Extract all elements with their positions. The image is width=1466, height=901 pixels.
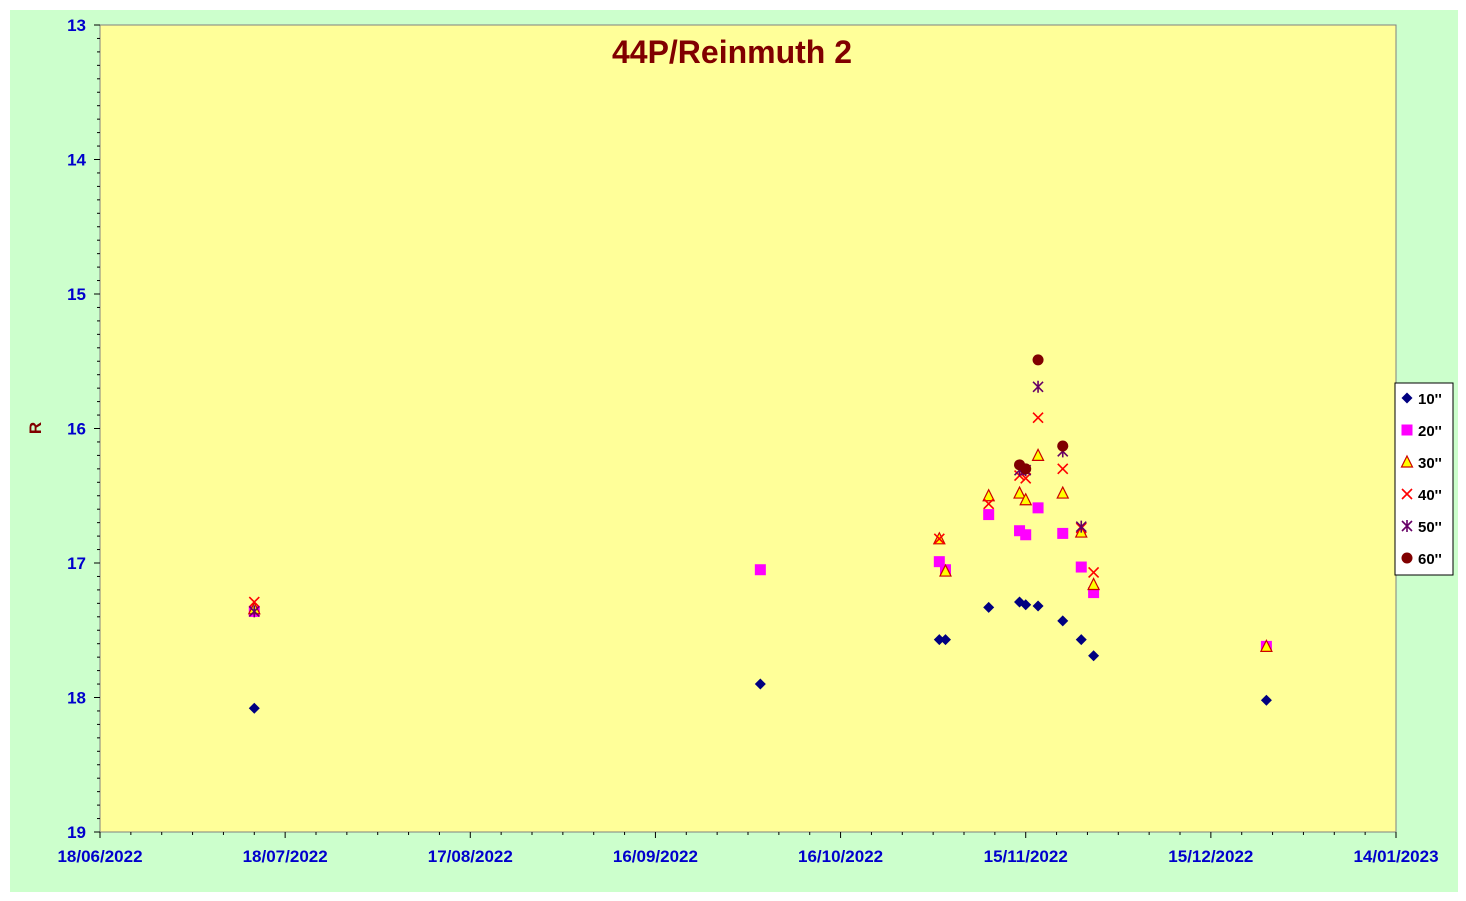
data-point <box>1032 354 1044 366</box>
y-tick-label: 16 <box>67 420 86 439</box>
data-point <box>1057 615 1069 627</box>
series-6 <box>1014 354 1069 475</box>
data-point <box>248 596 260 608</box>
x-stroke <box>1057 463 1069 475</box>
legend-label: 50'' <box>1418 519 1442 536</box>
data-point <box>1020 529 1032 541</box>
data-point <box>983 601 995 613</box>
legend-label: 40'' <box>1418 487 1442 504</box>
data-point <box>1088 650 1100 662</box>
star-stroke <box>248 605 260 618</box>
data-point <box>248 702 260 714</box>
x-tick-label: 15/11/2022 <box>984 847 1068 866</box>
data-point <box>1259 639 1273 652</box>
legend-marker <box>1401 392 1413 404</box>
data-point <box>1260 694 1272 706</box>
legend-marker <box>1401 488 1413 500</box>
data-point <box>1032 502 1044 514</box>
x-tick-label: 16/10/2022 <box>798 847 883 866</box>
data-point <box>982 488 996 502</box>
data-point <box>1056 485 1070 499</box>
data-point <box>1032 600 1044 612</box>
data-point <box>1057 440 1069 452</box>
x-stroke <box>248 596 260 608</box>
x-tick-label: 14/01/2023 <box>1353 847 1438 866</box>
x-stroke <box>933 533 945 545</box>
y-tick-label: 19 <box>67 823 86 842</box>
series-3 <box>247 448 1273 652</box>
star-stroke <box>1401 520 1413 532</box>
data-point <box>933 634 945 646</box>
x-stroke <box>1088 566 1100 578</box>
data-point <box>1020 463 1032 475</box>
y-tick-label: 18 <box>67 689 86 708</box>
y-tick-label: 17 <box>67 554 86 573</box>
data-marks <box>247 354 1273 714</box>
data-point <box>1075 634 1087 646</box>
data-point <box>754 564 766 576</box>
data-point <box>1088 566 1100 578</box>
chart-title: 44P/Reinmuth 2 <box>612 34 852 70</box>
x-tick-label: 18/06/2022 <box>57 847 142 866</box>
x-tick-label: 17/08/2022 <box>428 847 513 866</box>
legend-label: 10'' <box>1418 391 1442 408</box>
x-tick-label: 18/07/2022 <box>243 847 328 866</box>
data-point <box>1087 577 1101 591</box>
legend-box <box>1394 382 1454 576</box>
data-point <box>1088 587 1100 599</box>
y-tick-label: 14 <box>67 151 86 170</box>
x-stroke <box>983 498 995 510</box>
data-point <box>983 509 995 521</box>
data-point <box>1020 472 1032 484</box>
x-stroke <box>1020 472 1032 484</box>
y-axis-label: R <box>26 422 45 434</box>
x-tick-label: 15/12/2022 <box>1168 847 1253 866</box>
legend-label: 60'' <box>1418 551 1442 568</box>
data-point <box>1013 485 1027 499</box>
star-stroke <box>1032 380 1044 393</box>
data-point <box>1075 520 1087 533</box>
series-1 <box>248 596 1272 714</box>
legend-label: 20'' <box>1418 423 1442 440</box>
legend-marker <box>1401 520 1413 532</box>
x-stroke <box>1032 412 1044 424</box>
x-stroke <box>1401 488 1413 500</box>
data-point <box>1019 492 1033 506</box>
data-point <box>933 556 945 568</box>
data-point <box>933 533 945 545</box>
data-point <box>1032 412 1044 424</box>
data-point <box>248 605 260 618</box>
data-point <box>1014 525 1026 537</box>
y-tick-label: 15 <box>67 285 86 304</box>
axes: 13 14 15 16 17 18 19 18/06/2022 18/07/2022 17/08/… <box>57 16 1438 866</box>
data-point <box>1075 561 1087 573</box>
data-point <box>1057 463 1069 475</box>
data-point <box>1020 599 1032 611</box>
plot-area <box>99 24 1397 833</box>
star-stroke <box>1075 520 1087 533</box>
data-point <box>939 634 951 646</box>
legend-marker <box>1401 552 1413 564</box>
data-point <box>1057 527 1069 539</box>
data-point <box>1031 448 1045 461</box>
data-point <box>1032 380 1044 393</box>
x-tick-label: 16/09/2022 <box>613 847 698 866</box>
legend-label: 30'' <box>1418 455 1442 472</box>
legend-marker <box>1401 424 1413 436</box>
y-tick-label: 13 <box>67 16 86 35</box>
data-point <box>939 563 952 577</box>
data-point <box>983 498 995 510</box>
data-point <box>754 678 766 690</box>
legend-marker <box>1400 454 1414 468</box>
legend: 10'' 20'' 30'' 40'' 50'' 60'' <box>1394 382 1454 576</box>
